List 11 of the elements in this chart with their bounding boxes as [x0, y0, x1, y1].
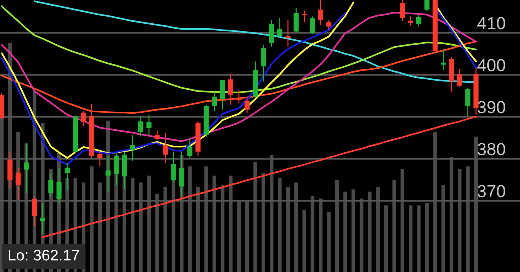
bar [327, 212, 331, 272]
y-tick-label: 400 [478, 59, 506, 72]
y-tick-label: 410 [478, 17, 506, 30]
y-tick-label: 370 [478, 185, 506, 198]
bar [384, 206, 388, 272]
annotation: Lo: 362.17 [9, 250, 80, 261]
y-tick-label: 380 [478, 143, 506, 156]
bar [302, 210, 306, 272]
bar [409, 206, 413, 272]
y-tick-label: 390 [478, 101, 506, 114]
bar [417, 206, 421, 272]
